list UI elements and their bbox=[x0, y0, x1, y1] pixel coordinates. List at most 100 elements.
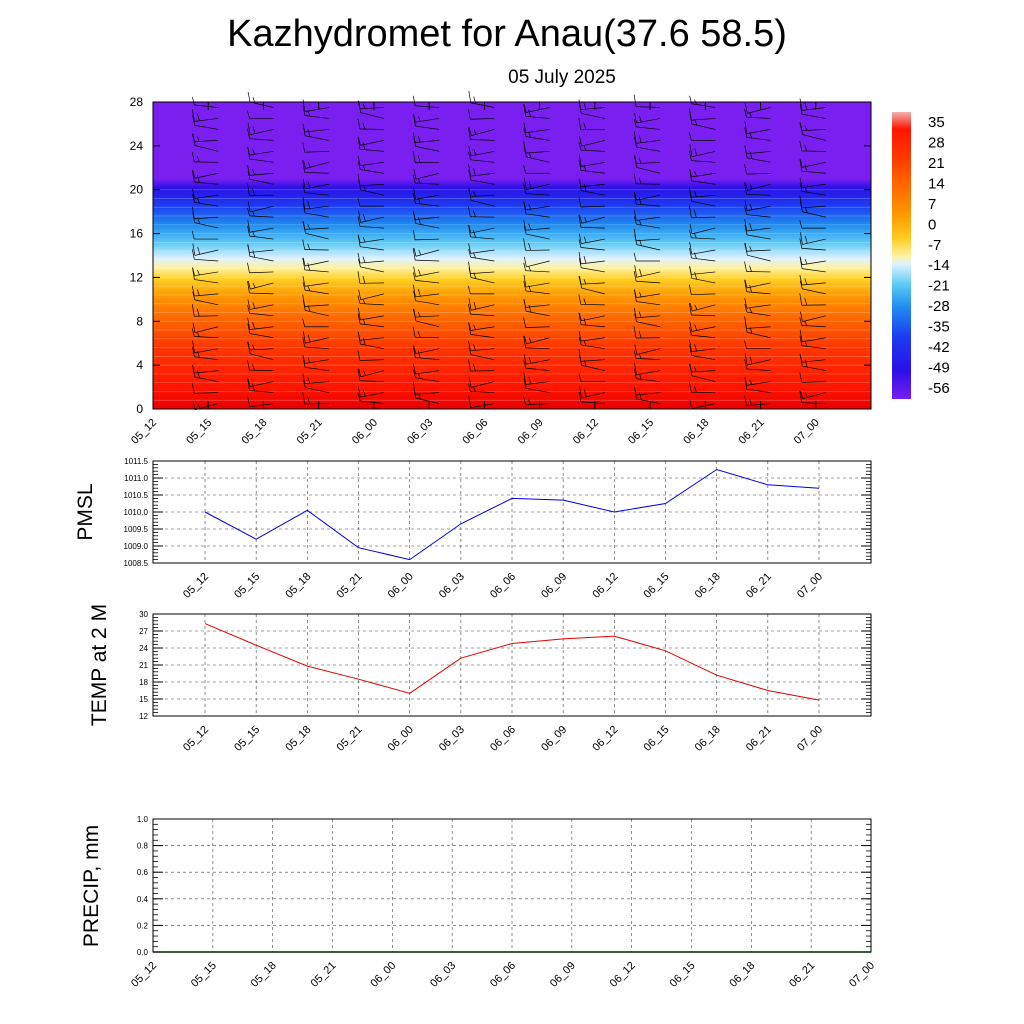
wind-barb-feather bbox=[799, 372, 803, 383]
wind-barb-staff bbox=[471, 129, 495, 136]
wind-barb-feather bbox=[523, 256, 527, 267]
wind-barb-staff bbox=[470, 227, 495, 234]
x-tick-label: 07_00 bbox=[792, 417, 822, 447]
wind-barb-staff bbox=[415, 377, 440, 382]
wind-barb-staff bbox=[581, 337, 605, 342]
wind-barb-feather bbox=[468, 164, 471, 177]
wind-barb bbox=[578, 257, 605, 273]
wind-barb-staff bbox=[636, 398, 661, 404]
wind-barb-feather bbox=[583, 103, 587, 110]
wind-barb-feather bbox=[468, 145, 472, 156]
colorbar-label: -49 bbox=[928, 360, 950, 377]
wind-barb-feather bbox=[252, 321, 255, 330]
wind-barb-feather bbox=[473, 210, 476, 217]
wind-barb bbox=[413, 248, 440, 257]
wind-barb-feather bbox=[744, 243, 747, 252]
wind-barb-feather bbox=[528, 243, 531, 251]
wind-barb-staff bbox=[415, 249, 440, 257]
wind-barb-staff bbox=[525, 290, 550, 295]
wind-barb-feather bbox=[749, 284, 752, 293]
wind-barb-feather bbox=[302, 373, 306, 384]
wind-barb-feather bbox=[749, 151, 753, 159]
wind-barb-staff bbox=[581, 392, 605, 399]
wind-barb-staff bbox=[415, 271, 440, 277]
wind-barb bbox=[633, 228, 661, 242]
wind-barb-staff bbox=[636, 370, 661, 376]
wind-barb-feather bbox=[689, 327, 692, 336]
wind-barb-feather bbox=[799, 98, 803, 111]
wind-barb-feather bbox=[528, 337, 532, 343]
wind-barb bbox=[523, 299, 550, 308]
wind-barb-staff bbox=[746, 194, 771, 196]
wind-barb-staff bbox=[250, 353, 274, 361]
wind-barb-staff bbox=[304, 192, 329, 196]
wind-barb-feather bbox=[468, 298, 472, 311]
wind-barb-feather bbox=[413, 345, 417, 354]
wind-barb-feather bbox=[634, 362, 637, 375]
wind-barb-feather bbox=[633, 131, 637, 144]
wind-barb bbox=[302, 373, 329, 385]
wind-barb-staff bbox=[580, 401, 605, 404]
wind-barb-staff bbox=[360, 246, 384, 251]
wind-barb-feather bbox=[744, 121, 748, 134]
wind-barb-feather bbox=[302, 282, 306, 291]
wind-barb bbox=[413, 369, 440, 382]
wind-barb bbox=[468, 261, 495, 274]
wind-barb-staff bbox=[470, 326, 495, 331]
wind-barb-staff bbox=[692, 304, 716, 312]
wind-barb-feather bbox=[583, 256, 587, 264]
wind-barb-staff bbox=[580, 183, 605, 188]
wind-barb-staff bbox=[249, 326, 274, 331]
wind-barb-feather bbox=[468, 261, 471, 274]
wind-barb-staff bbox=[580, 205, 605, 208]
wind-barb-feather bbox=[799, 335, 803, 346]
wind-barb-staff bbox=[525, 150, 550, 154]
wind-barb-staff bbox=[636, 146, 661, 152]
wind-barb bbox=[578, 215, 605, 229]
wind-barb-staff bbox=[249, 178, 274, 185]
x-tick-label: 06_18 bbox=[727, 960, 757, 990]
x-tick-label: 06_06 bbox=[488, 571, 518, 601]
wind-barb-feather bbox=[528, 204, 532, 210]
wind-barb-staff bbox=[470, 348, 495, 352]
wind-barb bbox=[468, 224, 495, 240]
wind-barb-feather bbox=[528, 266, 531, 272]
wind-barb-staff bbox=[526, 183, 550, 190]
wind-barb-feather bbox=[196, 331, 200, 337]
wind-barb-feather bbox=[412, 308, 416, 318]
wind-barb-feather bbox=[412, 382, 416, 395]
wind-barb-feather bbox=[247, 220, 251, 233]
wind-barb-staff bbox=[746, 403, 771, 406]
wind-barb bbox=[357, 350, 384, 361]
wind-barb-feather bbox=[689, 193, 693, 202]
wind-barb-staff bbox=[415, 280, 440, 284]
x-tick-label: 05_18 bbox=[249, 960, 279, 990]
wind-barb bbox=[247, 165, 274, 176]
wind-barb-staff bbox=[249, 292, 274, 295]
x-tick-label: 06_21 bbox=[744, 724, 774, 754]
wind-barb-staff bbox=[249, 172, 274, 176]
wind-barb-feather bbox=[247, 147, 251, 156]
wind-barb-staff bbox=[526, 233, 550, 240]
wind-barb-staff bbox=[415, 238, 440, 241]
wind-barb-feather bbox=[634, 344, 638, 355]
wind-barb-feather bbox=[688, 302, 692, 316]
wind-barb-staff bbox=[747, 331, 771, 339]
wind-barb-feather bbox=[523, 104, 527, 113]
wind-barb-staff bbox=[415, 140, 440, 143]
wind-barb-staff bbox=[636, 321, 661, 328]
wind-barb-feather bbox=[302, 318, 306, 327]
wind-barb-feather bbox=[799, 122, 803, 131]
y-tick-label: 16 bbox=[130, 227, 144, 241]
wind-barb-feather bbox=[744, 103, 748, 114]
wind-barb bbox=[191, 249, 219, 262]
wind-barb-staff bbox=[802, 288, 826, 295]
wind-barb-feather bbox=[412, 150, 416, 163]
wind-barb bbox=[634, 112, 661, 124]
wind-barb bbox=[799, 140, 826, 152]
colorbar-label: -28 bbox=[928, 298, 950, 315]
wind-barb bbox=[523, 256, 550, 268]
wind-barb-staff bbox=[359, 380, 384, 382]
x-tick-label: 05_12 bbox=[129, 960, 159, 990]
wind-barb bbox=[468, 383, 495, 393]
